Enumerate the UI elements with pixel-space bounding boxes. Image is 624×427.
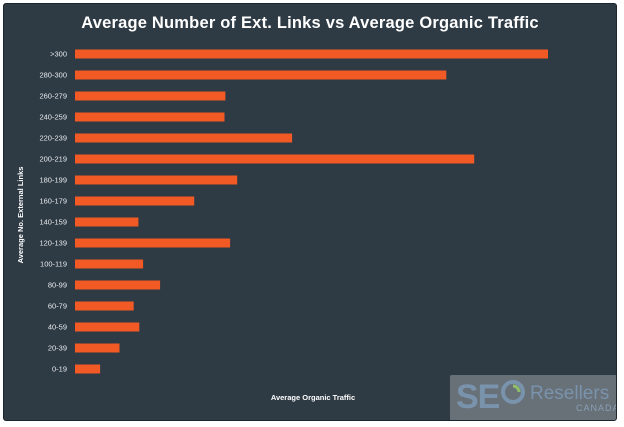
y-tick-label-0: >300: [50, 50, 67, 59]
y-tick-label-8: 140-159: [39, 218, 67, 227]
bar-15: [75, 364, 101, 374]
watermark-seo-text: SE: [456, 378, 500, 416]
y-axis-label: Average No. External Links: [16, 167, 25, 264]
y-tick-label-10: 100-119: [40, 260, 67, 269]
y-tick-label-5: 200-219: [39, 155, 67, 164]
bar-1: [75, 70, 447, 80]
y-tick-label-2: 260-279: [39, 92, 67, 101]
chart-title: Average Number of Ext. Links vs Average …: [81, 14, 539, 32]
y-tick-label-14: 20-39: [48, 344, 67, 353]
y-tick-label-9: 120-139: [39, 239, 67, 248]
watermark-country-text: CANADA: [576, 403, 617, 413]
bar-14: [75, 343, 120, 353]
bar-6: [75, 175, 238, 185]
bar-12: [75, 301, 134, 311]
bar-4: [75, 133, 293, 143]
bar-7: [75, 196, 195, 206]
y-tick-label-1: 280-300: [39, 71, 67, 80]
y-tick-label-4: 220-239: [39, 134, 67, 143]
bar-10: [75, 259, 144, 269]
bar-2: [75, 91, 226, 101]
chart-panel: Average Number of Ext. Links vs Average …: [3, 3, 617, 421]
watermark-logo: SE Resellers CANADA: [450, 375, 617, 420]
y-tick-label-15: 0-19: [52, 365, 67, 374]
watermark-brand-text: Resellers: [530, 383, 610, 404]
bar-13: [75, 322, 140, 332]
y-tick-label-7: 160-179: [39, 197, 67, 206]
bar-chart: >300 280-300 260-279 240-259 220-239 200-219 1…: [16, 49, 548, 402]
y-tick-label-6: 180-199: [39, 176, 67, 185]
y-tick-label-13: 40-59: [48, 323, 67, 332]
y-tick-label-12: 60-79: [48, 302, 67, 311]
y-tick-label-11: 80-99: [48, 281, 67, 290]
seo-o-swirl-icon: [501, 380, 525, 404]
bar-11: [75, 280, 161, 290]
bar-9: [75, 238, 231, 248]
x-axis-label: Average Organic Traffic: [271, 393, 355, 402]
bar-0: [75, 49, 548, 59]
y-tick-label-3: 240-259: [39, 113, 67, 122]
bar-5: [75, 154, 475, 164]
bar-8: [75, 217, 139, 227]
bar-3: [75, 112, 225, 122]
